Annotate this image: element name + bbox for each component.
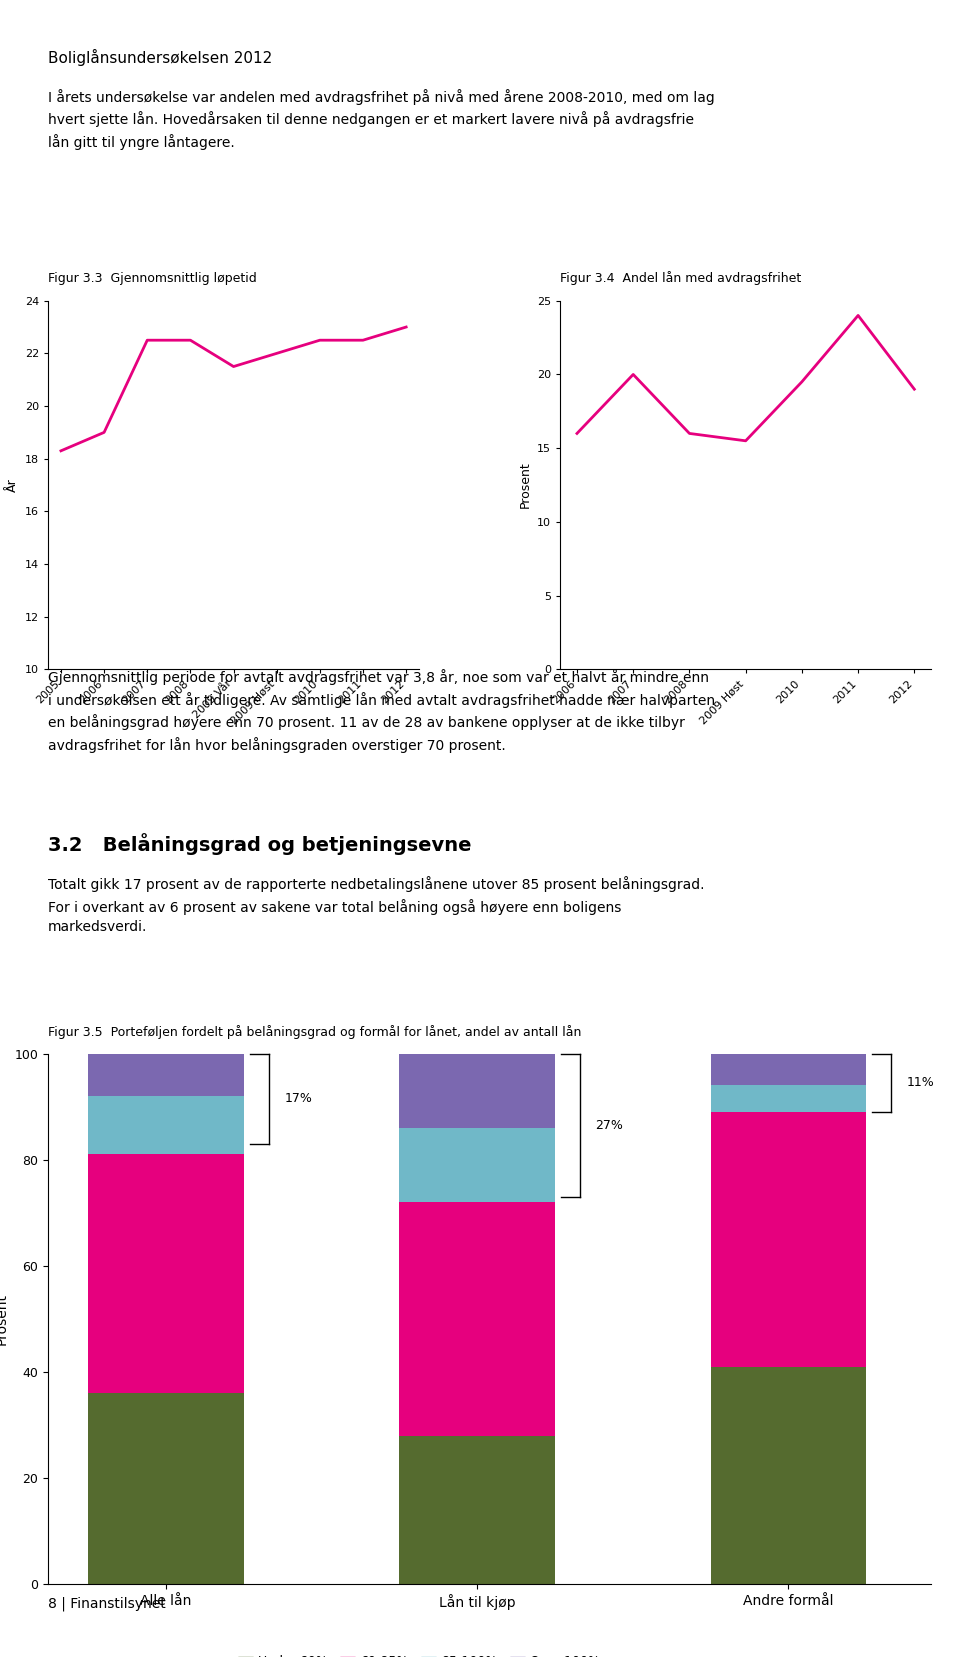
Bar [88,1054,244,1095]
Y-axis label: Prosent: Prosent [518,462,532,509]
Bar [399,1128,555,1201]
Y-axis label: Prosent: Prosent [0,1292,9,1345]
Text: Figur 3.3  Gjennomsnittlig løpetid: Figur 3.3 Gjennomsnittlig løpetid [48,272,256,285]
Text: 27%: 27% [595,1118,623,1132]
Text: Figur 3.4  Andel lån med avdragsfrihet: Figur 3.4 Andel lån med avdragsfrihet [560,272,802,285]
Legend: Under 60%, 60-85%, 85-100%, Over 100%: Under 60%, 60-85%, 85-100%, Over 100% [233,1650,605,1657]
Bar [710,1085,866,1112]
Text: 17%: 17% [284,1092,312,1105]
Text: 8 | Finanstilsynet: 8 | Finanstilsynet [48,1597,166,1611]
Text: 11%: 11% [906,1075,934,1089]
Text: I årets undersøkelse var andelen med avdragsfrihet på nivå med årene 2008-2010, : I årets undersøkelse var andelen med avd… [48,89,715,149]
Text: 3.2   Belåningsgrad og betjeningsevne: 3.2 Belåningsgrad og betjeningsevne [48,833,471,855]
Text: Gjennomsnittlig periode for avtalt avdragsfrihet var 3,8 år, noe som var et halv: Gjennomsnittlig periode for avtalt avdra… [48,669,715,752]
Y-axis label: År: År [6,479,19,492]
Text: Figur 3.5  Porteføljen fordelt på belåningsgrad og formål for lånet, andel av an: Figur 3.5 Porteføljen fordelt på belånin… [48,1026,582,1039]
Bar [710,1112,866,1367]
Bar [710,1054,866,1085]
Bar [88,1095,244,1155]
Bar [399,1435,555,1584]
Text: Boliglånsundersøkelsen 2012: Boliglånsundersøkelsen 2012 [48,48,273,66]
Bar [710,1367,866,1584]
Bar [88,1394,244,1584]
Bar [399,1054,555,1128]
Bar [399,1201,555,1435]
Bar [88,1155,244,1394]
Text: Totalt gikk 17 prosent av de rapporterte nedbetalingslånene utover 85 prosent be: Totalt gikk 17 prosent av de rapporterte… [48,877,705,935]
